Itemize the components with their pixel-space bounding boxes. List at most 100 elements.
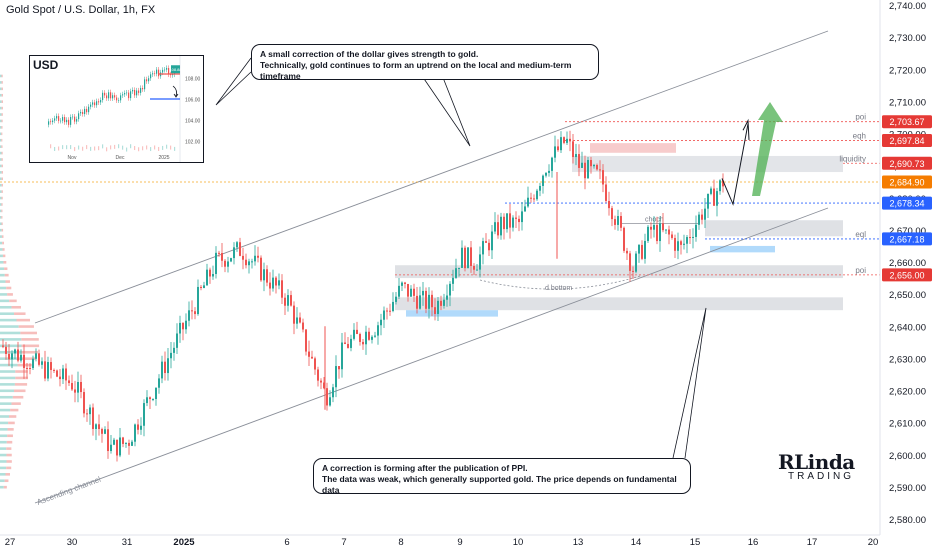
candle-down	[242, 255, 244, 260]
inset-candle	[146, 79, 148, 82]
candle-up	[104, 429, 106, 434]
candle-down	[368, 331, 370, 340]
callout-top-line1: A small correction of the dollar gives s…	[260, 49, 479, 59]
projection-path	[721, 123, 749, 206]
candle-down	[386, 310, 388, 312]
candle-up	[215, 252, 217, 275]
volume-profile-bar-up	[0, 286, 7, 290]
candle-down	[650, 226, 652, 230]
volume-profile-bar-up	[0, 119, 2, 123]
time-axis: 27 30 31 2025 6 7 8 9 10 13 14 15 16 17 20	[0, 534, 880, 548]
candle-up	[206, 269, 208, 286]
candle-up	[62, 368, 64, 380]
volume-profile-bar-down	[4, 479, 9, 483]
candle-down	[56, 370, 58, 377]
level-label: poi	[855, 113, 866, 122]
candle-down	[308, 351, 310, 357]
candle-down	[632, 270, 634, 272]
candle-down	[602, 170, 604, 185]
inset-candle	[126, 92, 128, 94]
candle-up	[677, 241, 679, 251]
inset-volume-bar	[114, 144, 116, 149]
volume-profile-bar-down	[1, 113, 3, 116]
candle-up	[659, 223, 661, 242]
candle-up	[446, 295, 448, 300]
candle-up	[695, 224, 697, 237]
candle-up	[593, 164, 595, 167]
candle-down	[338, 366, 340, 370]
candle-up	[161, 361, 163, 379]
candle-down	[59, 376, 61, 380]
candle-up	[377, 325, 379, 336]
inset-volume-bar	[62, 145, 64, 150]
price-label-box	[882, 232, 932, 246]
inset-y-tick: 104.00	[185, 119, 201, 125]
candle-up	[587, 160, 589, 179]
volume-profile-bar-down	[2, 248, 5, 251]
candle-down	[26, 367, 28, 369]
candle-down	[8, 353, 10, 360]
volume-profile-bar-up	[0, 138, 2, 142]
inset-candle	[116, 97, 118, 101]
callout-pointer	[672, 307, 707, 459]
supply-zone	[590, 143, 676, 153]
candle-down	[275, 277, 277, 286]
inset-candle	[52, 120, 54, 123]
candle-down	[356, 329, 358, 334]
inset-candle	[106, 95, 108, 99]
x-tick-label: 8	[398, 537, 403, 548]
volume-profile-bar-up	[0, 254, 3, 258]
candle-up	[395, 296, 397, 302]
inset-volume-bar	[70, 145, 72, 150]
candle-up	[719, 180, 721, 192]
candle-down	[668, 229, 670, 235]
inset-candle	[84, 108, 86, 115]
y-tick-label: 2,650.00	[889, 290, 926, 301]
candle-down	[599, 169, 601, 171]
volume-profile-bar-down	[7, 293, 13, 296]
candle-up	[710, 188, 712, 194]
candle-down	[611, 208, 613, 220]
volume-profile-bar-down	[1, 209, 3, 213]
inset-arrowhead	[173, 93, 179, 98]
price-label-box	[882, 268, 932, 282]
candle-down	[464, 247, 466, 269]
volume-profile-bar-up	[0, 434, 8, 438]
volume-profile-bar-down	[1, 171, 3, 174]
volume-profile-bar-down	[3, 261, 7, 264]
inset-volume-bar	[50, 144, 52, 149]
volume-profile-bar-up	[0, 216, 2, 219]
candle-up	[35, 353, 37, 359]
inset-y-tick: 102.00	[185, 140, 201, 146]
candle-down	[689, 237, 691, 239]
candle-down	[416, 295, 418, 309]
candle-down	[239, 242, 241, 256]
candle-up	[188, 310, 190, 321]
volume-profile-bar-down	[1, 132, 3, 136]
candle-up	[410, 288, 412, 297]
volume-profile-bar-down	[2, 241, 4, 245]
candle-down	[326, 388, 328, 406]
candle-down	[44, 361, 46, 379]
candle-down	[68, 380, 70, 384]
y-tick-label: 2,600.00	[889, 451, 926, 462]
volume-profile-bar-up	[0, 318, 17, 322]
y-tick-label: 2,640.00	[889, 322, 926, 333]
volume-profile-bar-up	[0, 280, 6, 283]
inset-volume-bar	[122, 145, 124, 150]
candle-up	[14, 349, 16, 354]
candle-down	[314, 358, 316, 370]
inset-candle	[60, 120, 62, 122]
inset-candle	[80, 112, 82, 114]
volume-profile-bar-down	[14, 312, 26, 315]
candle-up	[230, 258, 232, 262]
volume-profile-bar-down	[1, 164, 3, 168]
volume-profile-bar-up	[0, 177, 2, 181]
candle-up	[233, 247, 235, 259]
candle-up	[419, 295, 421, 309]
candle-up	[521, 211, 523, 223]
candle-down	[50, 362, 52, 370]
inset-candle	[58, 116, 60, 121]
candle-up	[155, 387, 157, 399]
volume-profile-bar-up	[0, 190, 2, 193]
